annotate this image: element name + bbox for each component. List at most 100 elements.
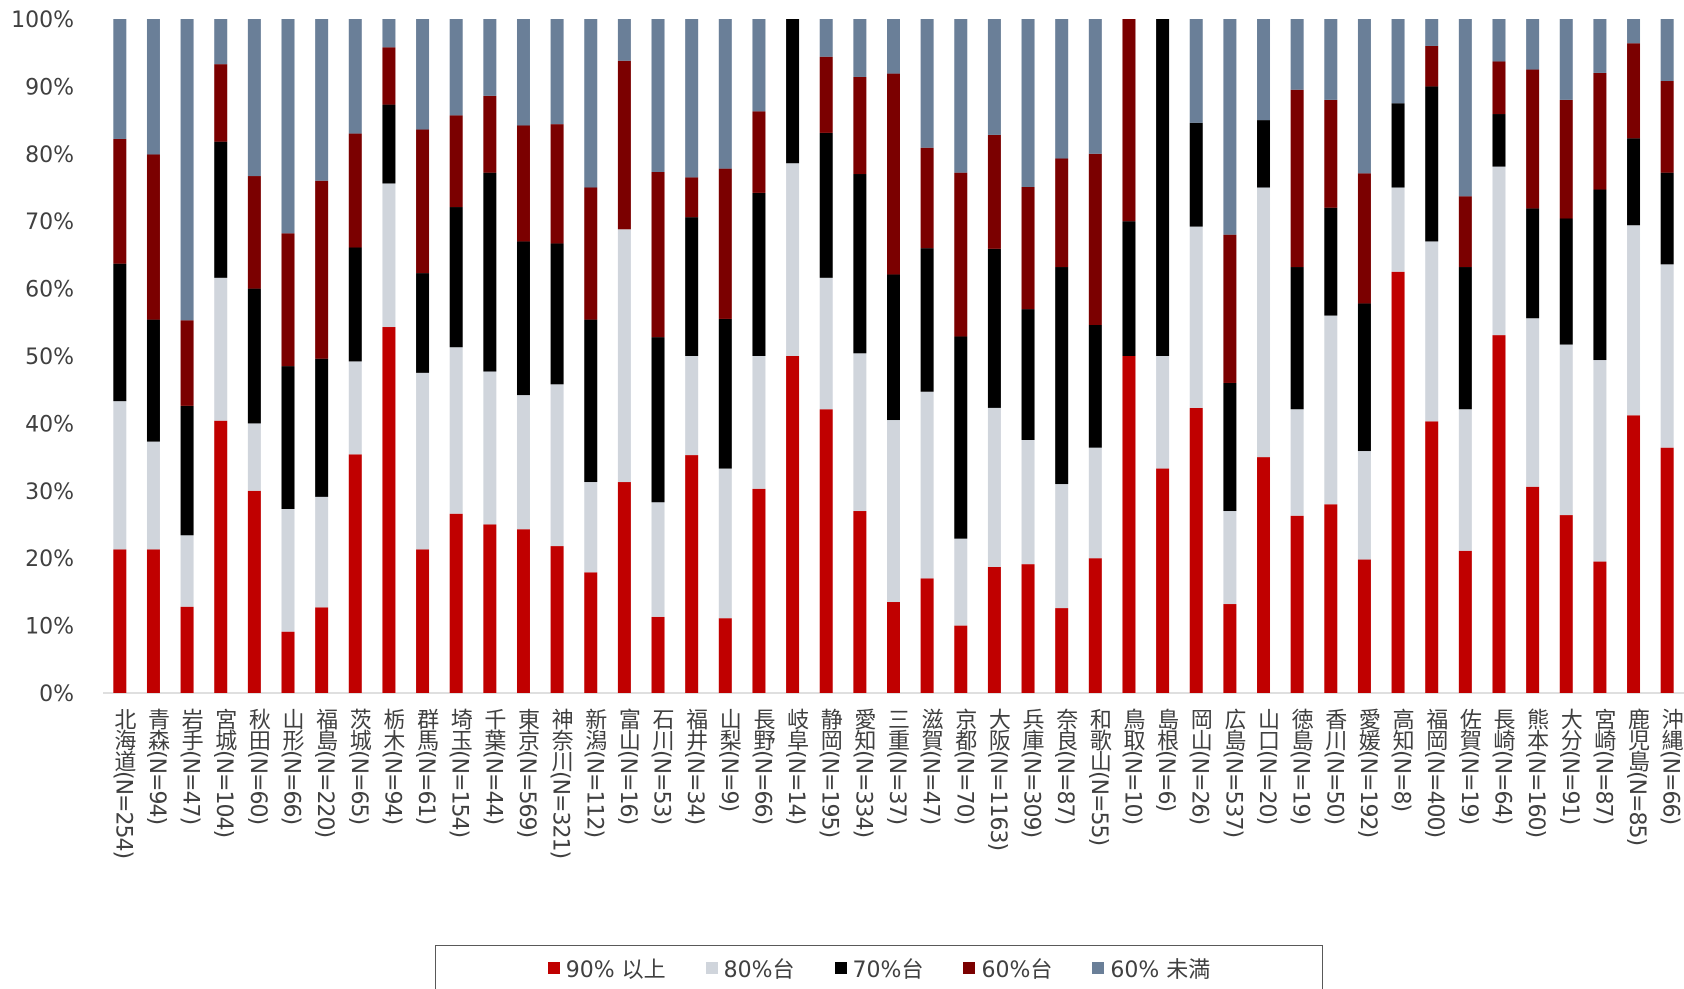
x-tick-label: 埼玉(N=154) [447,708,473,837]
bar-segment [617,482,631,693]
x-tick-label: 千葉(N=44) [480,708,506,824]
x-tick-label: 岩手(N=47) [178,708,204,824]
bar-segment [550,19,564,125]
bar-segment [853,353,867,512]
bar-segment [651,337,665,503]
bar-segment [146,319,160,442]
bar-segment [853,19,867,77]
bar-segment [247,19,261,177]
x-tick-label: 大分(N=91) [1557,708,1583,824]
bar-segment [146,441,160,550]
bar-segment [1324,19,1338,100]
bar-segment [819,56,833,133]
bar-segment [1156,468,1170,693]
x-tick-label: 長野(N=66) [749,708,775,824]
bar-segment [752,192,766,356]
bar-segment [1257,187,1271,458]
bar-segment [113,401,127,550]
bar-segment [113,263,127,402]
legend-swatch [834,961,847,974]
x-tick-label: 佐賀(N=19) [1456,708,1482,824]
x-tick-label: 広島(N=537) [1220,708,1246,837]
legend-item: 90% 以上 [547,952,666,984]
bar-segment [752,111,766,193]
bar-segment [1526,208,1540,319]
y-tick-label: 50% [25,345,74,370]
bar-segment [1425,241,1439,422]
bar-segment [1223,604,1237,693]
bar-segment [1458,550,1472,693]
bar-segment [416,549,430,693]
bar-segment [449,19,463,116]
bar-segment [382,104,396,184]
legend-label: 80%台 [723,957,795,983]
bar-segment [1021,439,1035,565]
bar-segment [987,407,1001,567]
bar-segment [516,395,530,530]
bar-segment [1391,187,1405,272]
bar-segment [1324,504,1338,693]
bar-segment [348,361,362,455]
bar-segment [1660,19,1674,82]
bar-segment [954,336,968,539]
x-tick-label: 島根(N=6) [1153,708,1179,811]
bar-segment [1559,99,1573,219]
bar-segment [1189,407,1203,693]
y-tick-label: 40% [25,412,74,437]
bar-segment [987,134,1001,249]
bar-segment [315,496,329,608]
bar-segment [1391,271,1405,693]
bar-segment [1391,19,1405,104]
legend-label: 70%台 [852,957,924,983]
bar-segment [1021,309,1035,440]
bar-segment [180,535,194,607]
bar-segment [651,616,665,693]
bar-segment [584,482,598,573]
legend-item: 80%台 [705,952,795,984]
bar-segment [819,409,833,693]
bar-segment [1324,315,1338,505]
bar-segment [113,138,127,264]
bar-segment [416,273,430,373]
bar-segment [1189,226,1203,408]
bar-segment [718,468,732,619]
bar-segment [214,19,228,65]
bar-segment [281,233,295,367]
bar-segment [1357,303,1371,452]
bar-segment [1425,86,1439,242]
bar-segment [718,318,732,469]
bar-segment [281,19,295,234]
y-tick-label: 10% [25,615,74,640]
bar-segment [483,19,497,96]
bar-segment [1425,45,1439,87]
bar-segment [1021,564,1035,693]
x-tick-label: 富山(N=16) [615,708,640,824]
bar-segment [348,133,362,248]
bar-segment [348,454,362,693]
bar-segment [1559,344,1573,516]
bar-segment [920,248,934,392]
y-tick-label: 0% [39,682,74,707]
bar-segment [1223,382,1237,512]
bar-segment [920,147,934,249]
bar-segment [449,115,463,208]
bar-segment [1055,19,1069,159]
x-tick-label: 愛知(N=334) [850,708,876,837]
bar-segment [685,356,699,456]
bar-segment [1660,447,1674,693]
x-tick-label: 栃木(N=94) [379,708,405,824]
bar-segment [416,372,430,550]
bar-segment [180,405,194,536]
bar-segment [1223,19,1237,235]
bar-segment [1021,186,1035,310]
x-tick-label: 新潟(N=112) [581,708,607,837]
y-tick-label: 80% [25,143,74,168]
bar-segment [1357,173,1371,304]
x-tick-label: 福井(N=34) [682,708,708,824]
legend-item: 60%台 [963,952,1052,984]
bar-segment [382,183,396,328]
bar-segment [483,524,497,693]
legend-swatch [1092,961,1105,974]
legend-label: 60%台 [981,957,1053,983]
x-tick-label: 福島(N=220) [312,708,338,837]
